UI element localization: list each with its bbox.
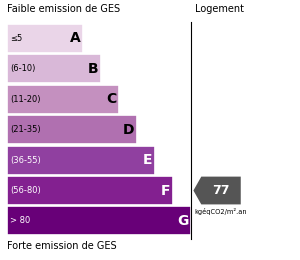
Bar (7, 54, 101, 83)
Text: E: E (143, 153, 152, 167)
Text: Logement: Logement (194, 4, 244, 14)
Text: C: C (106, 92, 116, 106)
Text: A: A (70, 31, 80, 45)
Text: Forte emission de GES: Forte emission de GES (7, 241, 117, 251)
Text: ≤5: ≤5 (10, 34, 22, 43)
Text: G: G (177, 214, 188, 228)
Text: F: F (161, 184, 170, 198)
Text: D: D (123, 123, 134, 137)
Text: Faible emission de GES: Faible emission de GES (7, 4, 120, 14)
Bar (7, 85, 119, 114)
Bar (7, 146, 155, 174)
Text: (21-35): (21-35) (10, 125, 40, 134)
Text: kgéqCO2/m².an: kgéqCO2/m².an (195, 208, 247, 215)
Polygon shape (194, 177, 241, 204)
Bar (7, 24, 83, 53)
Bar (7, 176, 173, 205)
Bar (7, 206, 191, 236)
Text: > 80: > 80 (10, 217, 30, 225)
Text: B: B (88, 62, 98, 76)
Text: (6-10): (6-10) (10, 64, 35, 73)
Bar (7, 115, 137, 144)
Text: 77: 77 (212, 184, 230, 197)
Text: (56-80): (56-80) (10, 186, 41, 195)
Text: (11-20): (11-20) (10, 95, 40, 104)
Text: (36-55): (36-55) (10, 155, 41, 165)
